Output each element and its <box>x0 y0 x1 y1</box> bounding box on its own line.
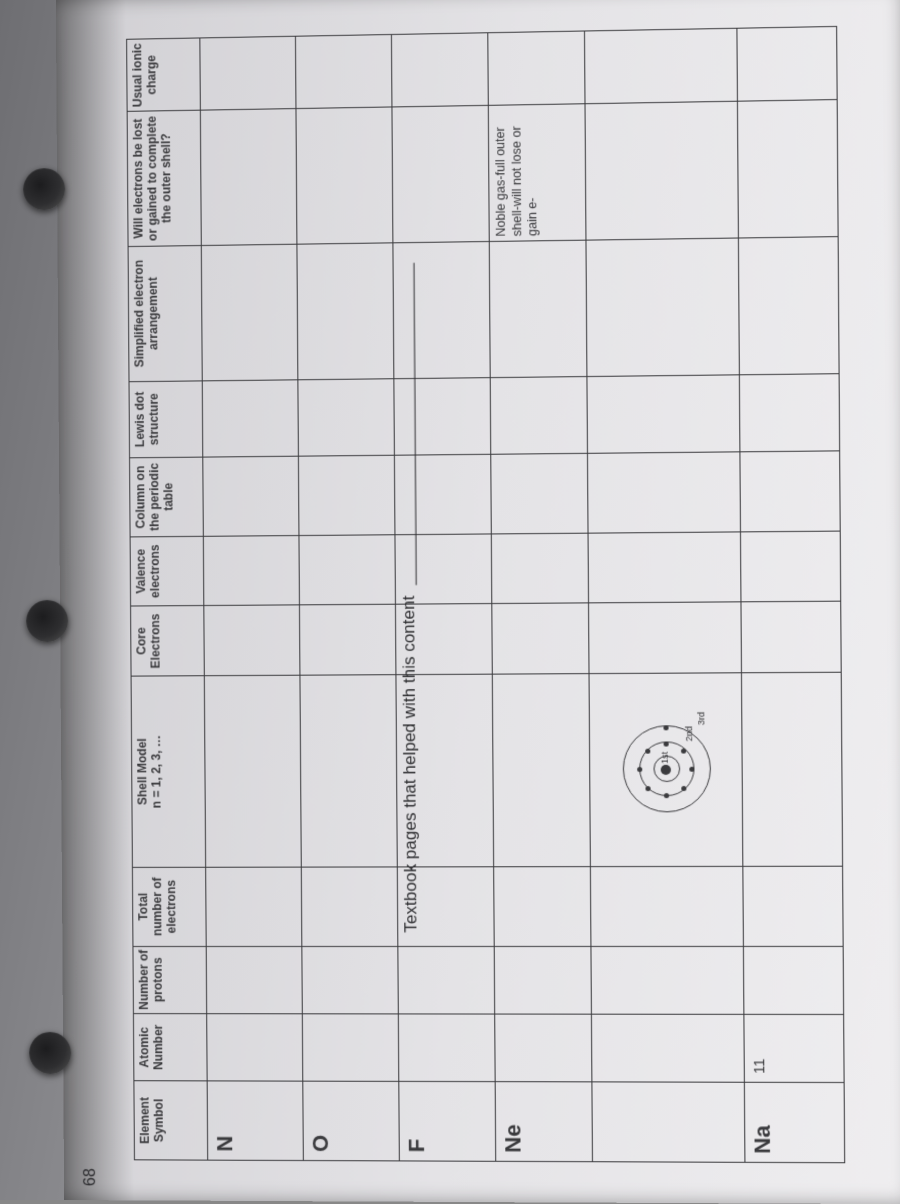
binder-hole <box>23 168 65 211</box>
footer-text: Textbook pages that helped with this con… <box>399 596 421 933</box>
bohr-diagram: 1st 2nd 3rd <box>594 676 739 863</box>
col-valence-electrons: Valence electrons <box>130 536 204 606</box>
table-row: N <box>200 36 303 1160</box>
col-shell-model: Shell Model n = 1, 2, 3, … <box>131 676 206 868</box>
bohr-label-3rd: 3rd <box>696 712 706 725</box>
elements-table: Element Symbol Atomic Number Number of p… <box>126 26 845 1163</box>
page-number: 68 <box>82 1168 100 1186</box>
cell-symbol: F <box>399 1082 496 1162</box>
col-will-electrons: Will electrons be lost or gained to comp… <box>127 110 201 246</box>
table-row: Na 11 <box>737 26 845 1162</box>
bohr-label-2nd: 2nd <box>684 726 694 741</box>
binder-hole <box>29 1032 71 1074</box>
col-column-periodic: Column on the periodic table <box>130 457 204 536</box>
rotated-content: Element Symbol Atomic Number Number of p… <box>126 26 845 1163</box>
table-header-row: Element Symbol Atomic Number Number of p… <box>127 38 208 1160</box>
cell-atomic-number: 11 <box>744 1014 844 1083</box>
col-atomic-number: Atomic Number <box>133 1014 207 1082</box>
table-row: Ne Noble gas-full outer shell-will not l… <box>488 31 593 1162</box>
col-number-protons: Number of protons <box>133 946 207 1014</box>
desk-background: Element Symbol Atomic Number Number of p… <box>0 0 900 1200</box>
cell-symbol: O <box>303 1081 400 1160</box>
worksheet-page: Element Symbol Atomic Number Number of p… <box>56 0 900 1204</box>
col-total-electrons: Total number of electrons <box>132 867 206 946</box>
col-usual-ionic: Usual ionic charge <box>127 38 201 111</box>
col-core-electrons: Core Electrons <box>131 606 205 676</box>
cell-symbol: Ne <box>495 1082 592 1162</box>
binder-hole <box>26 600 68 642</box>
bohr-label-1st: 1st <box>660 752 670 764</box>
footer-blank-line <box>413 263 416 585</box>
col-simplified-ec: Simplified electron arrangement <box>128 245 202 381</box>
col-lewis-dot: Lewis dot structure <box>129 380 203 457</box>
cell-symbol <box>592 1082 745 1162</box>
cell-noble-gas-note: Noble gas-full outer shell-will not lose… <box>488 104 586 242</box>
cell-symbol: Na <box>744 1083 844 1163</box>
cell-symbol: N <box>207 1081 303 1160</box>
table-row: O <box>295 34 399 1160</box>
cell-shell-model-diagram: 1st 2nd 3rd <box>589 673 743 867</box>
table-body: N O F <box>200 26 845 1162</box>
table-row: 1st 2nd 3rd <box>584 28 744 1162</box>
col-element-symbol: Element Symbol <box>134 1081 208 1160</box>
